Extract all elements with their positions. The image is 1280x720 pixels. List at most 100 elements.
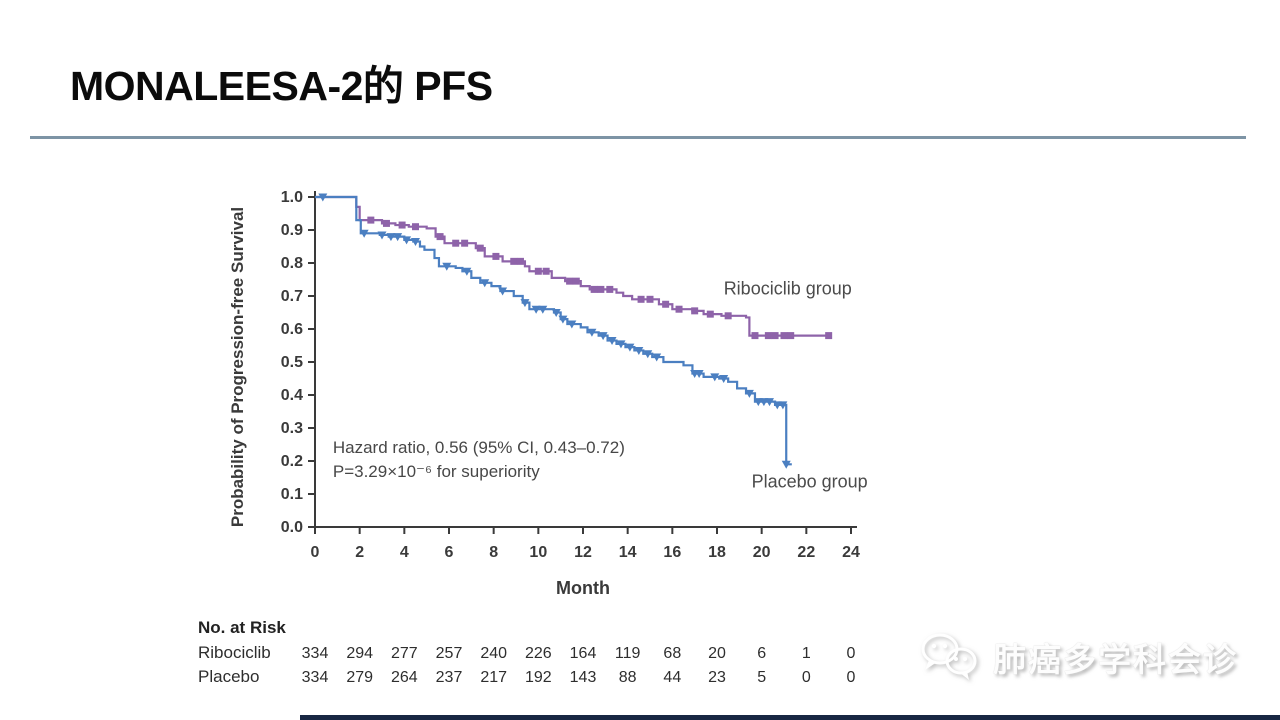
censor-mark-square bbox=[382, 219, 390, 227]
censor-mark-triangle bbox=[359, 229, 369, 238]
speech-bubbles-icon bbox=[921, 633, 977, 680]
risk-value: 44 bbox=[663, 669, 681, 686]
censor-mark-square bbox=[412, 223, 419, 231]
bottom-accent-bar bbox=[300, 715, 1280, 720]
risk-value: 119 bbox=[615, 645, 641, 662]
risk-value: 88 bbox=[619, 669, 637, 686]
x-tick-label: 18 bbox=[708, 544, 726, 561]
censor-mark-square bbox=[751, 332, 759, 340]
censor-mark-triangle bbox=[598, 332, 608, 341]
censor-mark-square bbox=[534, 267, 542, 275]
risk-value: 6 bbox=[757, 645, 766, 662]
risk-value: 237 bbox=[436, 669, 463, 686]
censor-mark-triangle bbox=[694, 370, 704, 379]
x-tick-label: 2 bbox=[355, 544, 364, 561]
censor-mark-triangle bbox=[567, 320, 577, 329]
censor-mark-triangle bbox=[402, 236, 412, 245]
risk-value: 0 bbox=[847, 645, 856, 662]
risk-value: 334 bbox=[302, 645, 329, 662]
survival-curve bbox=[315, 195, 829, 337]
risk-table-title: No. at Risk bbox=[198, 618, 286, 637]
risk-value: 5 bbox=[757, 669, 766, 686]
y-tick-label: 0.9 bbox=[281, 222, 303, 239]
censor-mark-square bbox=[492, 252, 500, 260]
censor-mark-triangle bbox=[411, 238, 420, 247]
title-divider-line bbox=[30, 136, 1246, 139]
risk-row-label: Ribociclib bbox=[198, 643, 271, 662]
risk-value: 257 bbox=[436, 645, 463, 662]
annotation-line1: Hazard ratio, 0.56 (95% CI, 0.43–0.72) bbox=[333, 438, 625, 457]
censor-mark-square bbox=[510, 257, 518, 265]
censor-mark-square bbox=[662, 300, 670, 308]
risk-value: 0 bbox=[847, 669, 856, 686]
risk-value: 226 bbox=[525, 645, 552, 662]
x-tick-label: 12 bbox=[574, 544, 592, 561]
censor-mark-triangle bbox=[744, 389, 754, 398]
censor-mark-square bbox=[606, 285, 614, 293]
censor-mark-triangle bbox=[442, 262, 452, 271]
censor-mark-square bbox=[590, 285, 598, 293]
censor-mark-triangle bbox=[778, 401, 788, 410]
x-tick-label: 8 bbox=[489, 544, 498, 561]
watermark: 肺癌多学科会诊 bbox=[919, 630, 1238, 684]
censor-mark-square bbox=[516, 257, 524, 265]
risk-value: 294 bbox=[346, 645, 373, 662]
x-tick-label: 20 bbox=[753, 544, 771, 561]
censor-mark-triangle bbox=[764, 398, 774, 407]
censor-mark-square bbox=[476, 244, 484, 252]
page-title: MONALEESA-2的 PFS bbox=[70, 63, 493, 109]
y-tick-label: 0.1 bbox=[281, 486, 303, 503]
risk-value: 164 bbox=[570, 645, 597, 662]
ribociclib-group-series: Ribociclib group bbox=[315, 195, 852, 340]
censor-mark-square bbox=[675, 305, 683, 313]
risk-row-label: Placebo bbox=[198, 667, 259, 686]
survival-curve bbox=[315, 195, 792, 466]
censor-mark-triangle bbox=[551, 309, 561, 317]
censor-mark-square bbox=[367, 216, 375, 224]
kaplan-meier-chart: 0.00.10.20.30.40.50.60.70.80.91.00 2 4 6 8 10… bbox=[198, 189, 868, 686]
risk-value: 1 bbox=[802, 645, 811, 662]
risk-value: 279 bbox=[346, 669, 373, 686]
censor-mark-square bbox=[764, 332, 772, 340]
censor-mark-triangle bbox=[538, 305, 548, 314]
censor-mark-triangle bbox=[377, 231, 387, 240]
y-tick-label: 0.6 bbox=[281, 321, 303, 338]
x-axis-title: Month bbox=[556, 578, 610, 598]
censor-mark-square bbox=[724, 312, 732, 320]
censor-mark-square bbox=[542, 267, 550, 275]
watermark-text: 肺癌多学科会诊 bbox=[993, 641, 1238, 678]
risk-value: 240 bbox=[480, 645, 507, 662]
censor-mark-square bbox=[787, 332, 795, 340]
kaplan-meier-figure: 0.0 0.1 0.2 0.3 0.4 0.5 0.6 0.7 0.8 0.9 1.0 0 2 4 6 8 10… bbox=[170, 160, 910, 720]
censor-mark-square bbox=[436, 233, 444, 241]
x-tick-label: 10 bbox=[529, 544, 547, 561]
censor-mark-triangle bbox=[607, 337, 617, 346]
censor-mark-triangle bbox=[634, 346, 644, 355]
y-axis-title: Probability of Progression-free Survival bbox=[228, 207, 247, 527]
no-at-risk-table: No. at Risk Ribociclib 334 294 277 257 240 226 1… bbox=[198, 618, 856, 686]
y-tick-label: 0.0 bbox=[281, 519, 303, 536]
censor-mark-triangle bbox=[710, 373, 720, 382]
censor-mark-triangle bbox=[616, 340, 626, 349]
y-tick-label: 0.5 bbox=[281, 354, 303, 371]
series-label: Placebo group bbox=[752, 471, 868, 491]
x-tick-label: 16 bbox=[663, 544, 681, 561]
censor-mark-square bbox=[572, 277, 580, 285]
x-tick-label: 22 bbox=[797, 544, 815, 561]
risk-value: 217 bbox=[480, 669, 507, 686]
censor-mark-square bbox=[637, 295, 645, 303]
censor-mark-triangle bbox=[781, 460, 791, 469]
x-tick-label: 4 bbox=[400, 544, 409, 561]
censor-mark-triangle bbox=[480, 279, 490, 288]
y-tick-label: 0.2 bbox=[281, 453, 303, 470]
censor-mark-square bbox=[825, 332, 833, 340]
risk-value: 192 bbox=[525, 669, 552, 686]
censor-mark-triangle bbox=[719, 375, 729, 383]
x-tick-label: 0 bbox=[311, 544, 320, 561]
censor-mark-triangle bbox=[652, 353, 662, 362]
censor-mark-square bbox=[452, 239, 460, 247]
censor-mark-triangle bbox=[462, 267, 472, 276]
censor-mark-square bbox=[780, 332, 788, 340]
censor-mark-triangle bbox=[558, 315, 568, 324]
